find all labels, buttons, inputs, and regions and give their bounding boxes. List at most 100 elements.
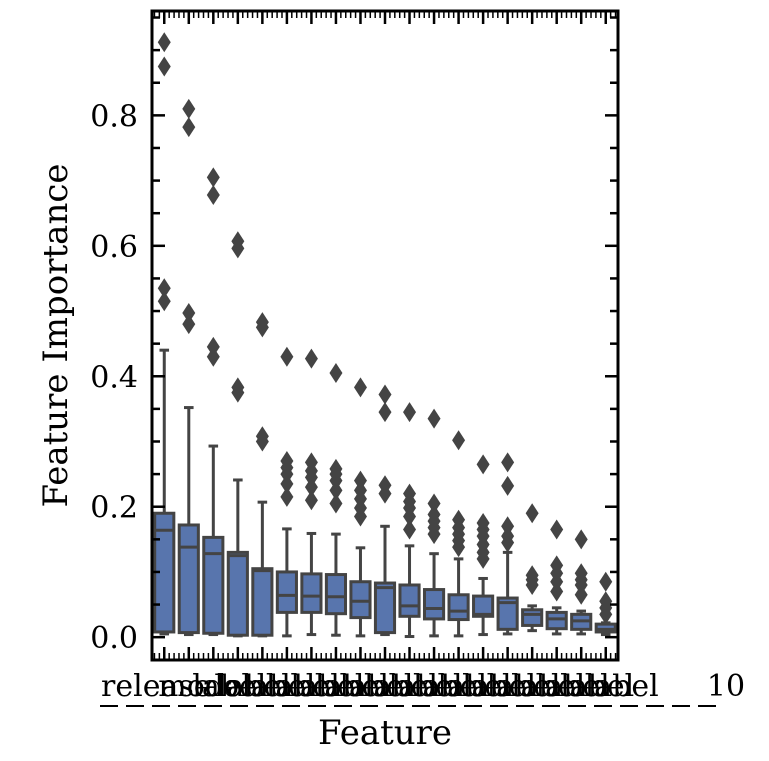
y-tick-label: 0.8 — [90, 99, 138, 134]
outlier-point — [525, 565, 539, 586]
outlier-point — [378, 384, 392, 405]
outlier-point — [599, 591, 613, 612]
outlier-point — [574, 563, 588, 584]
y-tick-label: 0.0 — [90, 621, 138, 656]
outlier-point — [329, 458, 343, 479]
x-tick-label: label — [438, 669, 512, 704]
x-tick-label: label — [413, 669, 487, 704]
outlier-point — [427, 408, 441, 429]
outlier-point — [206, 167, 220, 188]
box-group — [521, 503, 544, 633]
outlier-point — [182, 98, 196, 119]
x-tick-label: label — [290, 669, 364, 704]
box-group — [349, 377, 372, 638]
outlier-point — [403, 483, 417, 504]
outlier-point — [304, 490, 318, 511]
outlier-point — [182, 302, 196, 323]
outlier-point — [501, 475, 515, 496]
box-group — [153, 32, 176, 636]
box-group — [202, 167, 225, 637]
box-iqr — [300, 572, 323, 614]
box-group — [373, 384, 397, 637]
outlier-point — [157, 278, 171, 299]
box-group — [251, 312, 274, 638]
y-tick-label: 0.6 — [90, 230, 138, 265]
y-tick-label: 0.4 — [90, 360, 138, 395]
outlier-point — [231, 231, 245, 252]
y-axis-title: Feature Importance — [36, 163, 76, 507]
outlier-point — [353, 470, 367, 491]
outlier-point — [476, 513, 490, 534]
outlier-point — [353, 377, 367, 398]
box-group — [422, 408, 446, 638]
outlier-point — [157, 56, 171, 77]
outlier-point — [427, 493, 441, 514]
outlier-point — [182, 314, 196, 335]
box-iqr — [177, 523, 200, 635]
box-group — [472, 454, 495, 637]
box-group — [324, 363, 348, 637]
outlier-point — [378, 475, 392, 496]
x-tick-label: label — [241, 669, 315, 704]
box-group — [447, 430, 470, 638]
outlier-point — [255, 426, 269, 447]
outlier-point — [304, 348, 318, 369]
plot-frame — [150, 9, 620, 662]
box-iqr — [251, 567, 274, 637]
box-group — [177, 98, 200, 637]
box-group — [594, 571, 617, 637]
x-tick-label: 10 — [707, 669, 745, 704]
outlier-point — [452, 430, 466, 451]
x-tick-label: label — [560, 669, 634, 704]
box-iqr — [422, 588, 446, 621]
x-tick-label: release — [101, 669, 211, 704]
box-iqr — [496, 596, 519, 631]
x-tick-label: label — [536, 669, 610, 704]
y-ticks-layer: 0.0 0.2 0.4 0.6 0.8 — [90, 16, 618, 656]
outlier-point — [501, 516, 515, 537]
outlier-point — [525, 503, 539, 524]
box-iqr — [373, 581, 397, 635]
x-tick-label: label — [192, 669, 266, 704]
outlier-point — [304, 452, 318, 473]
x-tick-label: label — [364, 669, 438, 704]
box-group — [496, 452, 519, 636]
x-tick-label: label — [462, 669, 536, 704]
box-group — [545, 519, 568, 636]
box-iqr — [472, 594, 495, 618]
outlier-point — [280, 451, 294, 472]
box-iqr — [521, 608, 544, 627]
x-tick-label: label — [511, 669, 585, 704]
x-tick-labels-layer: releasemodellabellabellabellabellabellab… — [100, 669, 745, 707]
x-tick-label: label — [339, 669, 413, 704]
outlier-point — [378, 402, 392, 423]
outlier-point — [157, 291, 171, 312]
box-group — [570, 529, 593, 636]
outlier-point — [452, 509, 466, 530]
outlier-point — [599, 571, 613, 592]
box-iqr — [275, 570, 298, 614]
outlier-point — [550, 519, 564, 540]
outlier-point — [427, 504, 441, 525]
box-iqr — [202, 535, 225, 635]
box-group — [300, 348, 323, 637]
box-iqr — [398, 583, 421, 618]
x-tick-label: label — [585, 669, 659, 704]
box-iqr — [226, 550, 249, 637]
x-tick-label: model — [158, 669, 251, 704]
x-axis-title: Feature — [318, 713, 452, 753]
outlier-point — [157, 32, 171, 53]
outlier-point — [255, 312, 269, 333]
box-group — [226, 231, 249, 638]
outlier-point — [182, 117, 196, 138]
box-iqr — [324, 573, 348, 616]
outlier-point — [403, 402, 417, 423]
outlier-point — [403, 519, 417, 540]
x-tick-label: label — [487, 669, 561, 704]
outlier-point — [574, 529, 588, 550]
x-tick-label: label — [389, 669, 463, 704]
outlier-point — [501, 452, 515, 473]
box-iqr — [545, 610, 568, 631]
outlier-point — [231, 377, 245, 398]
